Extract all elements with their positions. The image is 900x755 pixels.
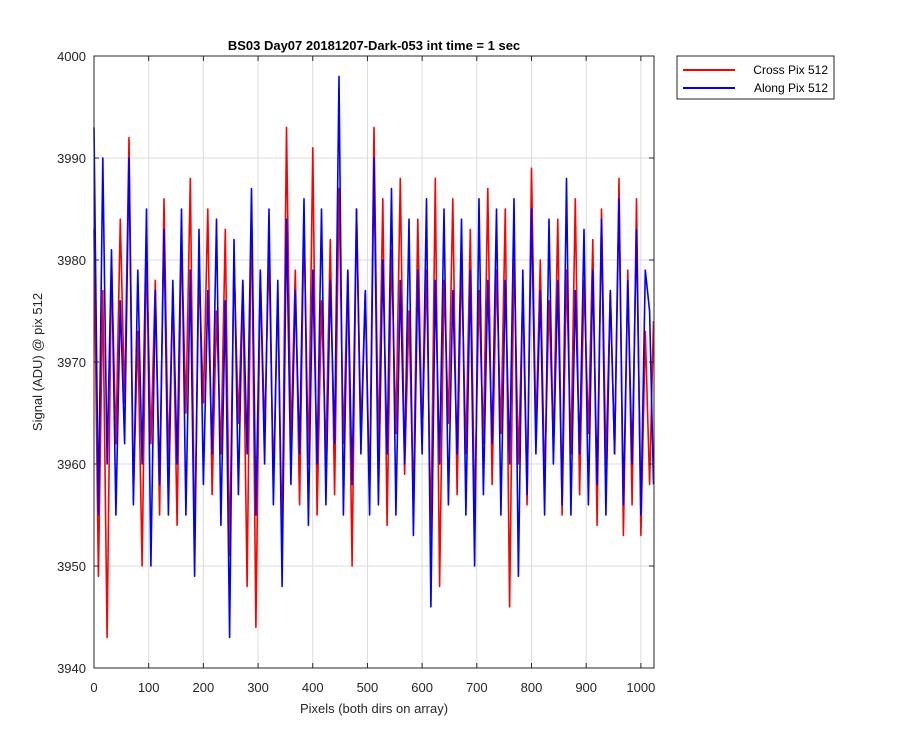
x-tick-label: 1000 [626,680,655,695]
x-axis-label: Pixels (both dirs on array) [300,701,448,716]
y-tick-label: 3970 [57,355,86,370]
y-tick-label: 3980 [57,253,86,268]
y-tick-label: 4000 [57,49,86,64]
tick-labels: 0 100 200 300 400 500 600 700 800 900 1000 3940 3950… [57,49,655,695]
x-tick-label: 800 [521,680,543,695]
y-tick-label: 3990 [57,151,86,166]
series-layer [93,75,655,639]
tick-marks [93,55,654,669]
x-tick-label: 700 [466,680,488,695]
legend-box [676,55,835,100]
y-tick-label: 3940 [57,661,86,676]
y-axis-label: Signal (ADU) @ pix 512 [30,293,45,431]
series-line-along-pix-512 [93,75,655,639]
x-tick-label: 300 [247,680,269,695]
x-tick-label: 900 [575,680,597,695]
y-tick-label: 3950 [57,559,86,574]
x-tick-label: 100 [138,680,160,695]
chart-title: BS03 Day07 20181207-Dark-053 int time = … [228,38,520,53]
x-tick-label: 500 [357,680,379,695]
x-tick-label: 0 [90,680,97,695]
legend-label-cross: Cross Pix 512 [753,63,828,77]
y-tick-label: 3960 [57,457,86,472]
x-tick-label: 600 [411,680,433,695]
x-tick-label: 200 [193,680,215,695]
x-tick-label: 400 [302,680,324,695]
legend-label-along: Along Pix 512 [754,81,828,95]
legend: Cross Pix 512 Along Pix 512 [676,55,835,100]
